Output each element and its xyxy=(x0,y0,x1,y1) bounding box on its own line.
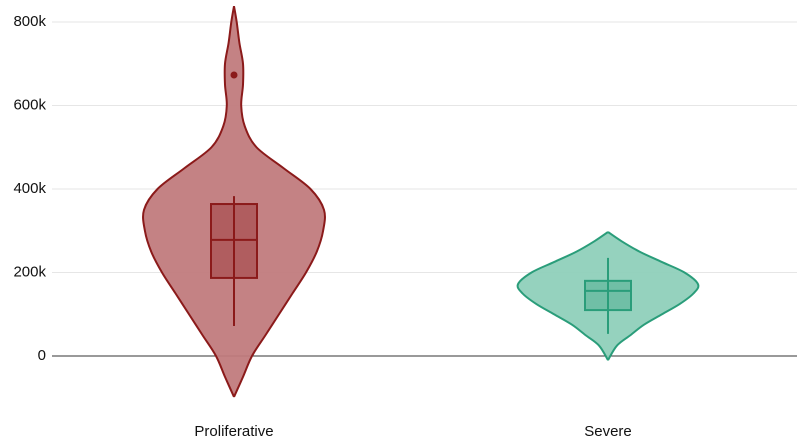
y-tick-label: 200k xyxy=(13,263,46,280)
y-tick-label: 0 xyxy=(38,347,46,364)
y-tick-label: 600k xyxy=(13,96,46,113)
box xyxy=(584,279,632,312)
violin-fill xyxy=(517,232,608,361)
x-tick-label: Severe xyxy=(584,423,632,440)
box xyxy=(210,203,258,279)
outlier xyxy=(230,71,238,79)
x-tick-label: Proliferative xyxy=(194,423,273,440)
violin-outline xyxy=(516,231,609,361)
violin-outline xyxy=(142,5,235,398)
violin-fill xyxy=(143,6,234,397)
violin-outline xyxy=(233,5,326,398)
violin-fill xyxy=(234,6,325,397)
violin-fill xyxy=(608,232,699,361)
y-tick-label: 800k xyxy=(13,13,46,30)
violin-outline xyxy=(607,231,700,361)
y-tick-label: 400k xyxy=(13,180,46,197)
